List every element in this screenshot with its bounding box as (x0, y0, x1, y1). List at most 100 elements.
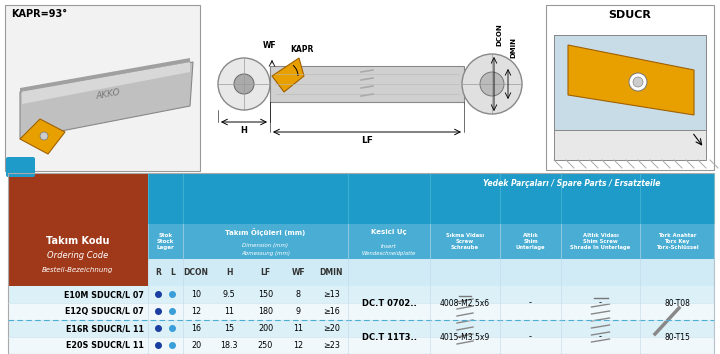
Circle shape (480, 72, 504, 96)
Text: DMIN: DMIN (320, 268, 343, 277)
Bar (8, 337, 714, 354)
Circle shape (526, 306, 539, 320)
Text: ≥13: ≥13 (323, 290, 340, 299)
Text: DCON: DCON (184, 268, 209, 277)
Text: Bestell-Bezeichnung: Bestell-Bezeichnung (42, 267, 114, 273)
Text: Abmessung (mm): Abmessung (mm) (241, 251, 290, 257)
Text: 12: 12 (294, 341, 304, 350)
Text: 250: 250 (258, 341, 273, 350)
Bar (8, 303, 714, 320)
Text: LF: LF (261, 268, 271, 277)
Text: R: R (156, 268, 161, 277)
Text: 200: 200 (258, 324, 273, 333)
Text: Altlık
Shim
Unterlage: Altlık Shim Unterlage (516, 233, 545, 250)
Text: H: H (226, 268, 233, 277)
Text: LF: LF (361, 136, 373, 145)
Text: E16R SDUCR/L 11: E16R SDUCR/L 11 (66, 324, 144, 333)
Circle shape (169, 325, 176, 332)
Circle shape (155, 308, 162, 315)
Circle shape (629, 73, 647, 91)
Bar (554, 35, 706, 130)
FancyBboxPatch shape (670, 297, 693, 314)
Text: Wendeschneidplatte: Wendeschneidplatte (362, 251, 416, 257)
Text: Ordering Code: Ordering Code (48, 251, 109, 260)
FancyBboxPatch shape (6, 157, 35, 177)
Text: 11: 11 (224, 307, 234, 316)
Circle shape (40, 132, 48, 140)
Bar (430, 224, 500, 259)
Bar (148, 224, 183, 259)
Circle shape (155, 342, 162, 349)
Circle shape (234, 74, 254, 94)
Bar (148, 259, 714, 286)
Polygon shape (554, 35, 706, 160)
Circle shape (457, 288, 473, 304)
Text: -: - (599, 298, 602, 308)
Bar (500, 224, 561, 259)
Text: Takım Ölçüleri (mm): Takım Ölçüleri (mm) (225, 228, 305, 236)
Text: Insert: Insert (381, 244, 397, 249)
Text: AKKO: AKKO (95, 87, 121, 101)
Text: 80-T08: 80-T08 (664, 298, 690, 308)
Circle shape (155, 325, 162, 332)
Circle shape (529, 310, 536, 316)
Polygon shape (374, 306, 405, 335)
Circle shape (678, 301, 686, 309)
Circle shape (155, 291, 162, 298)
Bar (8, 320, 714, 337)
Text: WF: WF (264, 41, 276, 50)
Circle shape (385, 316, 392, 324)
Text: DC.T 0702..: DC.T 0702.. (361, 298, 416, 308)
Text: 18.3: 18.3 (220, 341, 238, 350)
Text: SDUCR: SDUCR (608, 10, 652, 20)
Text: DCON: DCON (496, 23, 502, 46)
Text: H: H (240, 126, 248, 135)
Circle shape (382, 313, 396, 327)
Text: Stok
Stock
Lager: Stok Stock Lager (157, 233, 174, 250)
Bar (8, 286, 714, 303)
Bar (8, 173, 714, 354)
Bar (270, 66, 464, 102)
Text: ≥23: ≥23 (323, 341, 340, 350)
Circle shape (462, 54, 522, 114)
Text: 8: 8 (296, 290, 301, 299)
Circle shape (218, 58, 270, 110)
Bar (148, 173, 714, 224)
Text: 15: 15 (224, 324, 234, 333)
Text: 4008-M2.5x6: 4008-M2.5x6 (440, 298, 490, 308)
Circle shape (169, 342, 176, 349)
Polygon shape (515, 306, 551, 324)
Circle shape (169, 291, 176, 298)
Bar (640, 224, 714, 259)
Text: Kesici Uç: Kesici Uç (372, 229, 407, 235)
Text: 9.5: 9.5 (222, 290, 235, 299)
Text: Yedek Parçaları / Spare Parts / Ersatzteile: Yedek Parçaları / Spare Parts / Ersatzte… (483, 179, 661, 188)
Polygon shape (272, 58, 304, 92)
Circle shape (169, 308, 176, 315)
Text: DMIN: DMIN (510, 37, 516, 58)
Bar (546, 5, 714, 170)
Text: 12: 12 (191, 307, 202, 316)
Polygon shape (20, 62, 193, 139)
Text: ≥20: ≥20 (323, 324, 340, 333)
Text: 4015-M3.5x9: 4015-M3.5x9 (440, 332, 490, 342)
Text: -: - (529, 332, 532, 342)
Text: L: L (170, 268, 175, 277)
Bar (561, 224, 640, 259)
Text: DC.T 11T3..: DC.T 11T3.. (361, 332, 416, 342)
Polygon shape (568, 45, 694, 115)
Polygon shape (20, 119, 65, 154)
Text: Altlık Vidası
Shim Screw
Shrade In Unterlage: Altlık Vidası Shim Screw Shrade In Unter… (570, 233, 631, 250)
Text: 16: 16 (192, 324, 201, 333)
Text: Dimension (mm): Dimension (mm) (243, 244, 289, 249)
Text: 9: 9 (296, 307, 301, 316)
Text: Sıkma Vidası
Screw
Schraube: Sıkma Vidası Screw Schraube (446, 233, 484, 250)
Text: 180: 180 (258, 307, 273, 316)
Text: E10M SDUCR/L 07: E10M SDUCR/L 07 (64, 290, 144, 299)
Bar (8, 173, 148, 354)
Bar (148, 224, 714, 259)
Text: E20S SDUCR/L 11: E20S SDUCR/L 11 (66, 341, 144, 350)
Text: 80-T15: 80-T15 (664, 332, 690, 342)
Text: ≥16: ≥16 (323, 307, 340, 316)
Bar (8, 303, 714, 320)
